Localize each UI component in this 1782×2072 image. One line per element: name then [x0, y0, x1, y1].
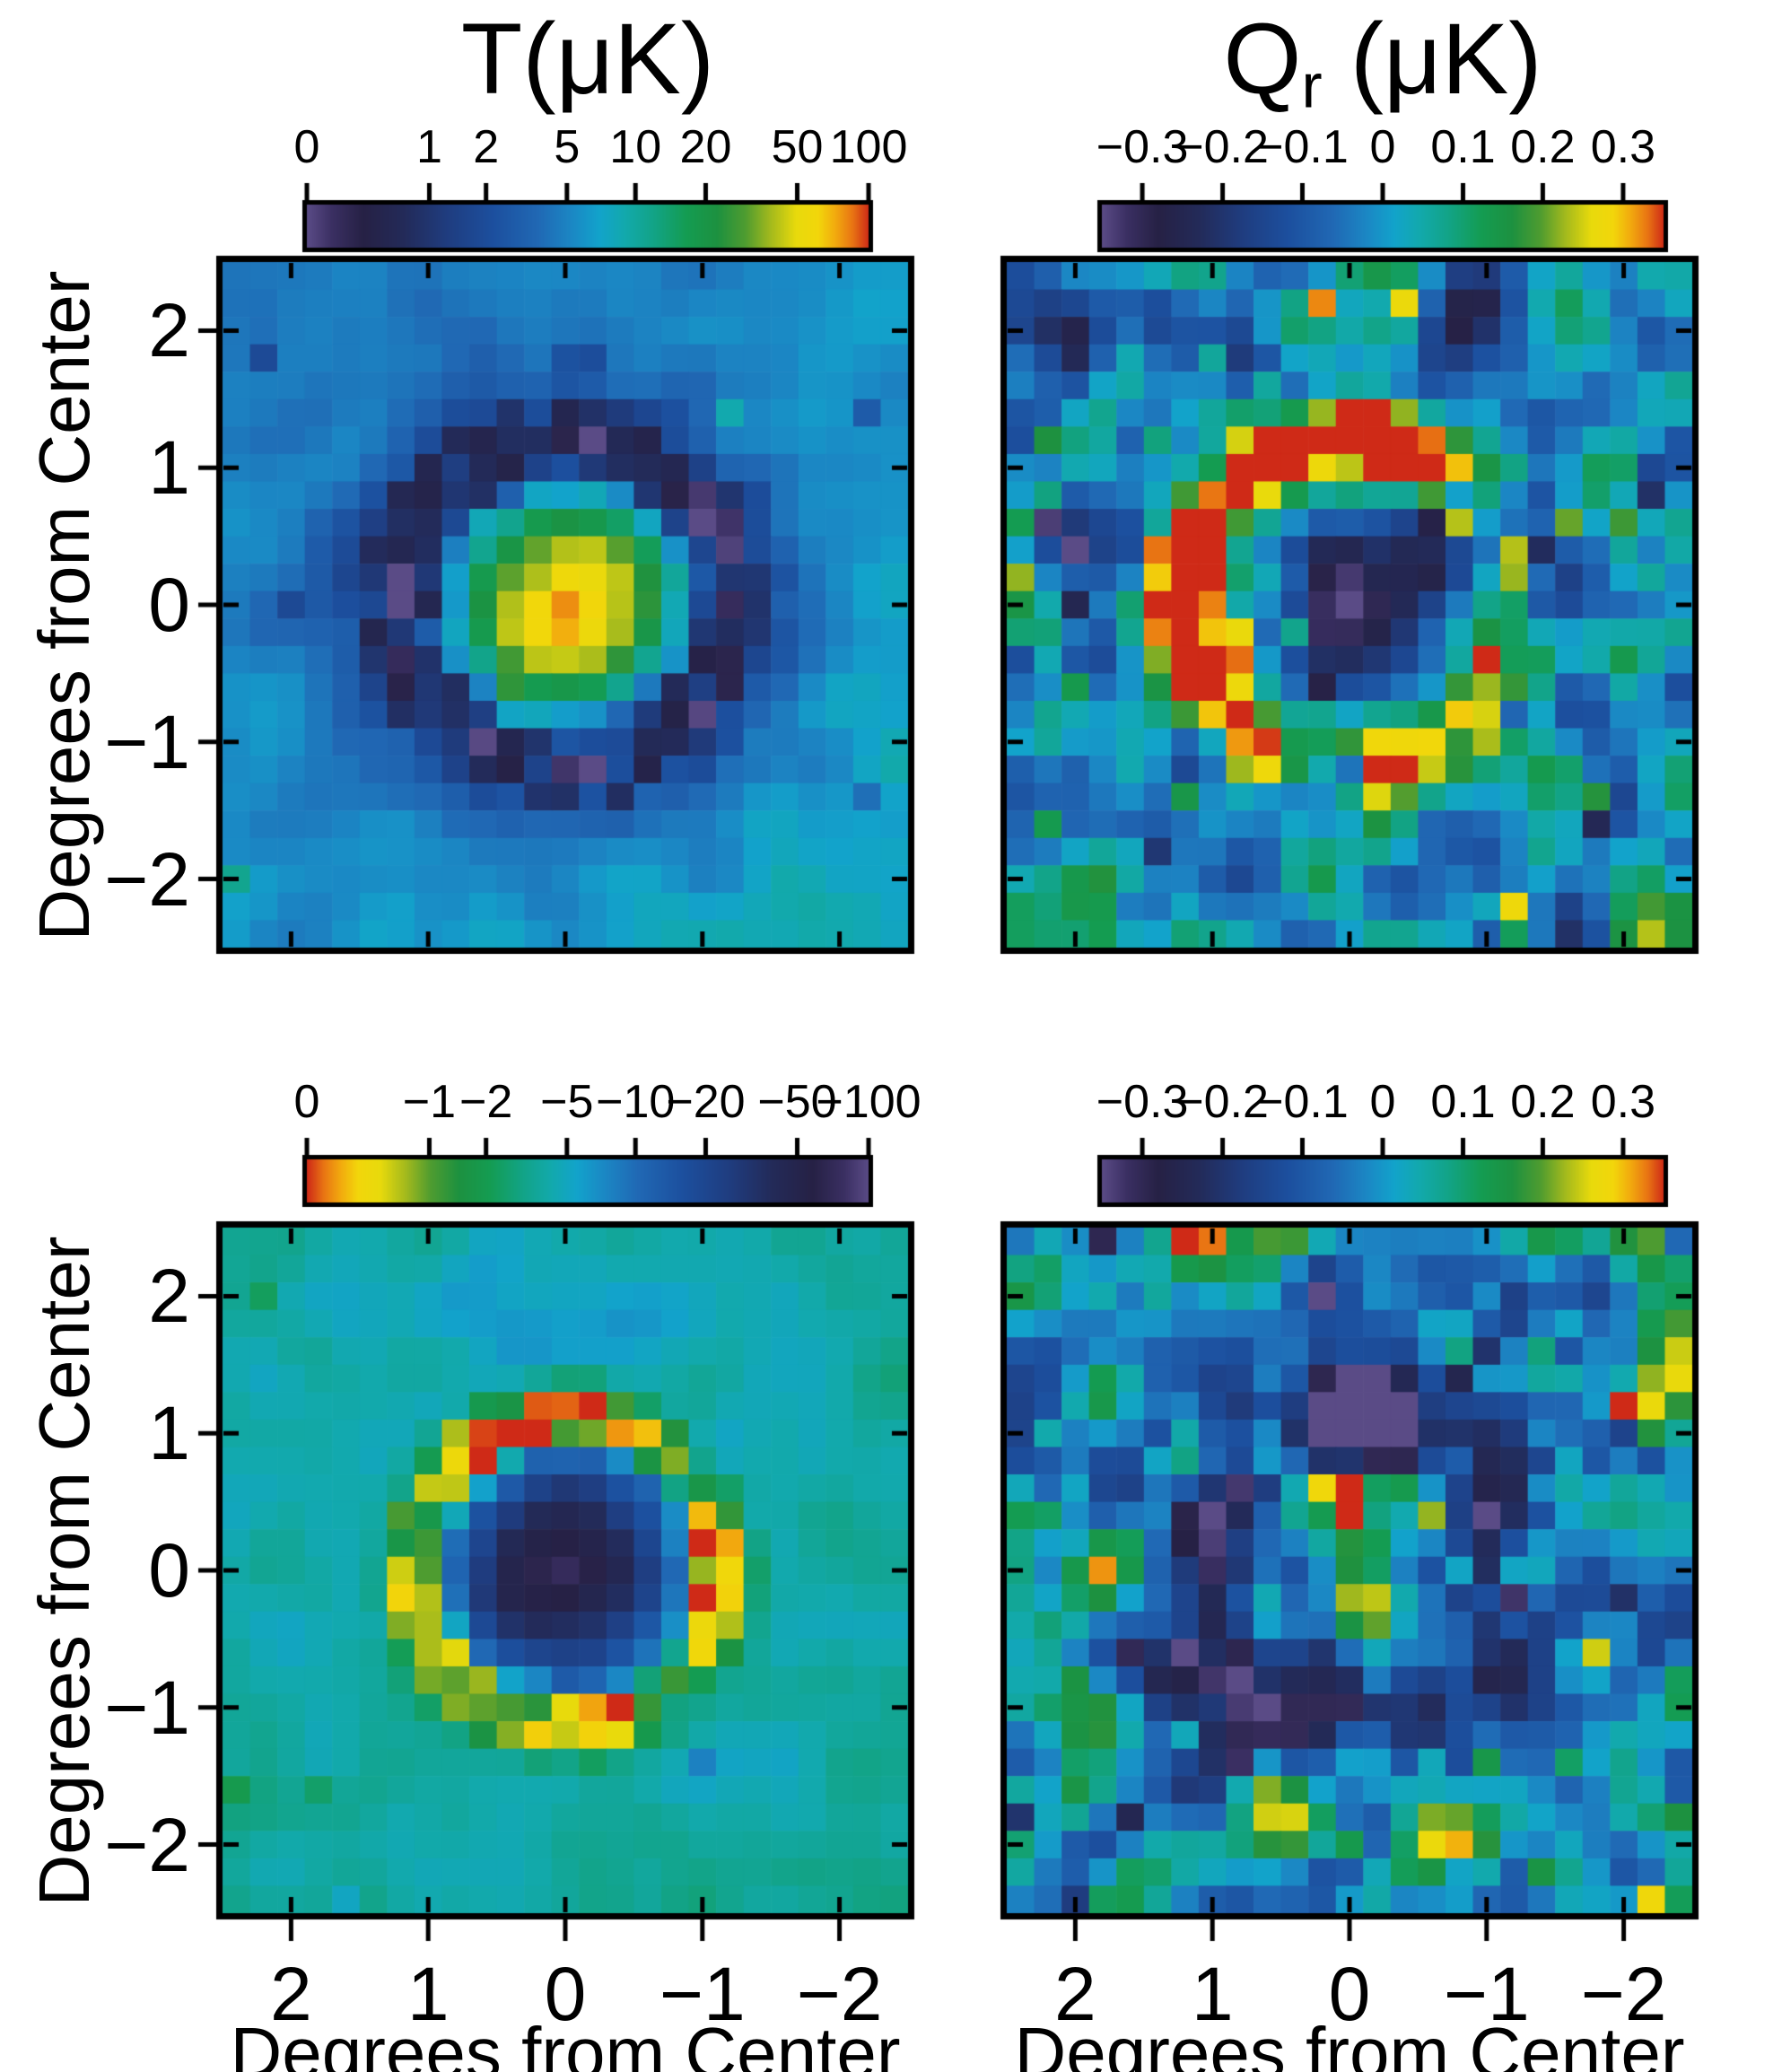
x-tick-label-bottom-left-1: 1: [406, 1952, 450, 2036]
x-axis-label-left-text: Degrees from Center: [230, 2013, 901, 2072]
x-tick-label-bottom-right-2: 0: [1328, 1952, 1371, 2036]
y-tick-label-bottom-left-0: 2: [148, 1254, 190, 1339]
colorbar-label-bottom-left-1: −1: [402, 1076, 457, 1128]
y-tick-label-bottom-left-3: −1: [104, 1665, 190, 1750]
colorbar-label-top-right-1: −0.2: [1176, 121, 1269, 173]
y-tick-label-top-left-0: 2: [148, 288, 190, 373]
colorbar-label-top-left-1: 1: [415, 121, 442, 173]
colorbar-label-bottom-left-0: 0: [293, 1076, 320, 1128]
column-title-temperature: T(μK): [319, 5, 857, 113]
column-title-qr: Qr (μK): [1114, 5, 1652, 139]
colorbar-label-bottom-left-3: −5: [540, 1076, 594, 1128]
y-tick-label-top-left-4: −2: [104, 836, 190, 922]
colorbar-label-bottom-left-4: −10: [596, 1076, 676, 1128]
colorbar-label-top-right-2: −0.1: [1256, 121, 1349, 173]
colorbar-label-top-left-2: 2: [473, 121, 500, 173]
colorbar-label-top-left-7: 100: [829, 121, 908, 173]
colorbar-label-bottom-left-7: −100: [816, 1076, 922, 1128]
x-axis-label-right: Degrees from Center: [1007, 2012, 1692, 2072]
y-tick-label-bottom-left-1: 1: [148, 1391, 190, 1476]
title-Q-subscript: r: [1301, 50, 1323, 121]
y-tick-label-bottom-left-4: −2: [104, 1802, 190, 1887]
colorbar-label-top-left-0: 0: [293, 121, 320, 173]
x-tick-label-bottom-left-0: 2: [270, 1952, 312, 2036]
colorbar-label-top-left-4: 10: [609, 121, 662, 173]
colorbar-label-bottom-right-2: −0.1: [1256, 1076, 1349, 1128]
colorbar-label-top-right-3: 0: [1369, 121, 1396, 173]
x-tick-label-bottom-right-3: −1: [1443, 1952, 1530, 2036]
colorbar-label-bottom-right-3: 0: [1369, 1076, 1396, 1128]
colorbar-label-top-left-6: 50: [771, 121, 824, 173]
y-tick-label-bottom-left-2: 0: [148, 1528, 190, 1613]
colorbar-label-bottom-right-1: −0.2: [1176, 1076, 1269, 1128]
colorbar-top-left: [301, 178, 874, 255]
heatmap-top-left: [169, 208, 962, 1001]
title-Q-units: (μK): [1322, 3, 1542, 115]
x-tick-label-bottom-right-0: 2: [1054, 1952, 1096, 2036]
y-tick-label-top-left-3: −1: [104, 699, 190, 784]
heatmap-bottom-left: [169, 1174, 962, 1967]
x-tick-label-bottom-right-4: −2: [1580, 1952, 1667, 2036]
colorbar-label-top-right-0: −0.3: [1096, 121, 1189, 173]
colorbar-label-top-right-4: 0.1: [1430, 121, 1496, 173]
colorbar-label-bottom-left-6: −50: [757, 1076, 837, 1128]
colorbar-label-top-left-5: 20: [679, 121, 732, 173]
colorbar-top-right: [1096, 178, 1669, 255]
y-tick-label-top-left-1: 1: [148, 425, 190, 511]
y-tick-label-top-left-2: 0: [148, 563, 190, 647]
colorbar-label-top-right-6: 0.3: [1590, 121, 1656, 173]
x-tick-label-bottom-left-2: 0: [544, 1952, 587, 2036]
title-T-text: T(μK): [460, 3, 715, 115]
colorbar-bottom-right: [1096, 1132, 1669, 1210]
heatmap-top-right: [953, 208, 1746, 1001]
colorbar-label-bottom-right-0: −0.3: [1096, 1076, 1189, 1128]
x-tick-label-bottom-right-1: 1: [1191, 1952, 1234, 2036]
title-Q-text: Q: [1223, 3, 1302, 115]
x-axis-label-right-text: Degrees from Center: [1014, 2013, 1685, 2072]
x-tick-label-bottom-left-3: −1: [659, 1952, 746, 2036]
colorbar-bottom-left: [301, 1132, 874, 1210]
colorbar-label-top-left-3: 5: [554, 121, 581, 173]
colorbar-label-top-right-5: 0.2: [1510, 121, 1576, 173]
colorbar-label-bottom-left-5: −20: [666, 1076, 746, 1128]
x-tick-label-bottom-left-4: −2: [796, 1952, 883, 2036]
x-axis-label-left: Degrees from Center: [223, 2012, 908, 2072]
heatmap-bottom-right: [953, 1174, 1746, 1967]
colorbar-label-bottom-right-4: 0.1: [1430, 1076, 1496, 1128]
colorbar-label-bottom-right-5: 0.2: [1510, 1076, 1576, 1128]
colorbar-label-bottom-left-2: −2: [459, 1076, 513, 1128]
colorbar-label-bottom-right-6: 0.3: [1590, 1076, 1656, 1128]
